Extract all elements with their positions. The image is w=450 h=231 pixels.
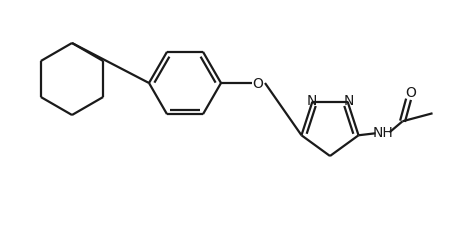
Text: O: O xyxy=(405,86,416,100)
Text: N: N xyxy=(343,93,354,107)
Text: NH: NH xyxy=(372,126,393,140)
Text: N: N xyxy=(306,93,316,107)
Text: O: O xyxy=(252,77,263,91)
